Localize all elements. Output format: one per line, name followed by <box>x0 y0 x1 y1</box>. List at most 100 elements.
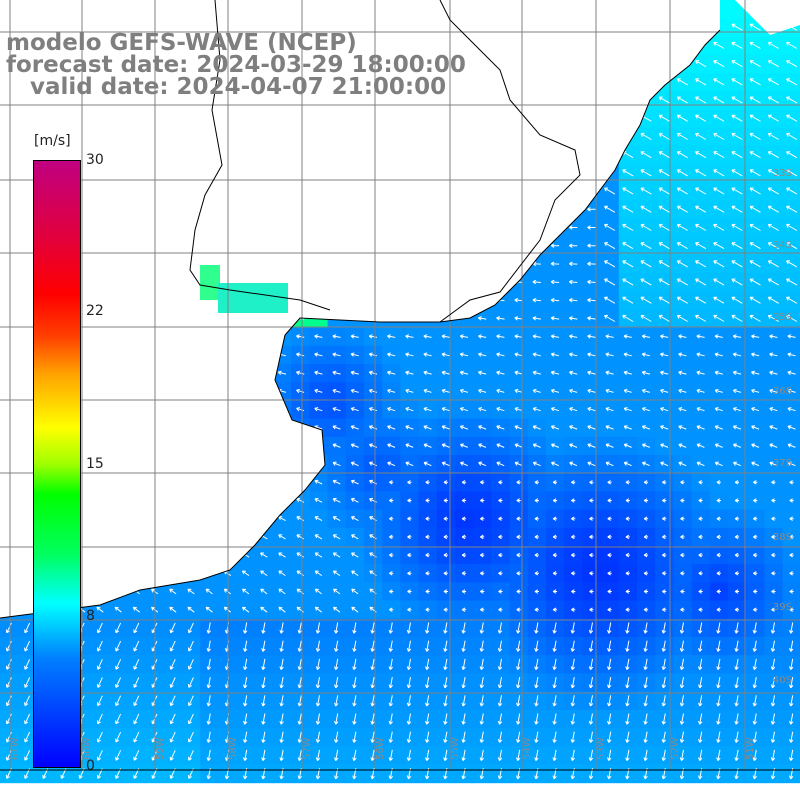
wind-arrow <box>550 425 560 430</box>
wind-arrow <box>695 96 707 104</box>
wind-arrow <box>714 352 723 357</box>
wind-arrow <box>389 516 394 521</box>
wind-arrow <box>789 731 794 743</box>
wind-arrow <box>716 589 721 594</box>
wind-arrow <box>658 169 670 177</box>
wind-arrow <box>749 314 761 322</box>
wind-arrow <box>658 205 670 213</box>
wind-arrow <box>534 695 539 707</box>
wind-arrow <box>315 731 321 743</box>
wind-arrow <box>498 589 503 594</box>
wind-arrow <box>550 243 560 248</box>
wind-arrow <box>570 731 575 743</box>
wind-arrow <box>716 658 721 671</box>
wind-arrow <box>604 296 616 304</box>
lat-label: 39S <box>773 602 792 613</box>
wind-arrow <box>405 407 414 412</box>
wind-arrow <box>532 370 541 375</box>
wind-arrow <box>640 151 652 159</box>
wind-arrow <box>332 570 341 577</box>
wind-arrow <box>660 352 669 357</box>
wind-arrow <box>388 749 393 762</box>
wind-arrow <box>752 677 757 689</box>
wind-arrow <box>498 607 503 612</box>
wind-arrow <box>662 571 667 576</box>
wind-arrow <box>279 658 284 671</box>
wind-arrow <box>461 713 466 725</box>
wind-arrow <box>115 713 122 725</box>
wind-arrow <box>532 388 541 394</box>
wind-arrow <box>477 316 487 321</box>
wind-arrow <box>425 534 430 540</box>
wind-arrow <box>443 622 448 634</box>
wind-arrow <box>516 749 521 762</box>
wind-arrow <box>241 570 250 577</box>
wind-arrow <box>698 713 703 725</box>
wind-arrow <box>752 658 757 671</box>
wind-arrow <box>461 589 467 594</box>
wind-arrow <box>749 23 761 31</box>
wind-arrow <box>532 461 541 467</box>
wind-arrow <box>368 370 378 375</box>
wind-arrow <box>695 187 707 195</box>
wind-arrow <box>514 425 523 430</box>
wind-arrow <box>662 552 667 558</box>
wind-arrow <box>552 589 558 594</box>
wind-arrow <box>187 695 194 707</box>
wind-arrow <box>623 461 632 467</box>
wind-arrow <box>96 606 104 613</box>
wind-arrow <box>641 407 651 412</box>
wind-arrow <box>749 41 761 49</box>
wind-arrow <box>607 677 612 689</box>
wind-arrow <box>498 534 503 540</box>
wind-arrow <box>332 516 341 522</box>
wind-arrow <box>716 534 721 540</box>
wind-arrow <box>314 552 323 558</box>
colorbar-tick-15: 15 <box>86 456 104 472</box>
wind-arrow <box>459 461 468 467</box>
wind-arrow <box>96 677 103 688</box>
wind-arrow <box>661 677 666 689</box>
wind-arrow <box>279 622 284 634</box>
wind-arrow <box>587 425 596 430</box>
wind-arrow <box>406 731 412 743</box>
wind-arrow <box>607 571 612 576</box>
wind-arrow <box>643 534 649 540</box>
wind-arrow <box>479 658 484 671</box>
wind-arrow <box>570 622 575 634</box>
wind-arrow <box>789 516 794 521</box>
wind-arrow <box>169 750 176 761</box>
wind-arrow <box>406 640 412 652</box>
wind-arrow <box>297 640 302 652</box>
wind-arrow <box>279 731 284 743</box>
wind-arrow <box>5 731 12 743</box>
wind-arrow <box>569 225 578 230</box>
wind-arrow <box>640 314 652 322</box>
wind-arrow <box>314 606 323 613</box>
wind-arrow <box>478 407 487 412</box>
wind-arrow <box>550 261 560 267</box>
wind-arrow <box>678 407 687 412</box>
wind-arrow <box>443 480 448 485</box>
wind-arrow <box>643 552 649 558</box>
wind-arrow <box>389 552 394 558</box>
wind-arrow <box>714 388 723 394</box>
wind-arrow <box>187 750 194 761</box>
wind-arrow <box>169 640 176 652</box>
wind-arrow <box>423 352 432 357</box>
wind-arrow <box>388 622 393 634</box>
wind-arrow <box>786 23 798 31</box>
wind-arrow <box>769 370 778 375</box>
wind-arrow <box>516 695 521 707</box>
wind-arrow <box>5 622 12 634</box>
wind-arrow <box>698 607 703 612</box>
wind-arrow <box>350 516 359 522</box>
wind-arrow <box>552 552 558 558</box>
wind-arrow <box>405 461 414 467</box>
wind-arrow <box>480 480 485 485</box>
wind-arrow <box>315 640 321 652</box>
wind-arrow <box>716 622 721 634</box>
wind-arrow <box>479 677 484 689</box>
wind-arrow <box>425 695 430 707</box>
wind-arrow <box>786 296 798 304</box>
